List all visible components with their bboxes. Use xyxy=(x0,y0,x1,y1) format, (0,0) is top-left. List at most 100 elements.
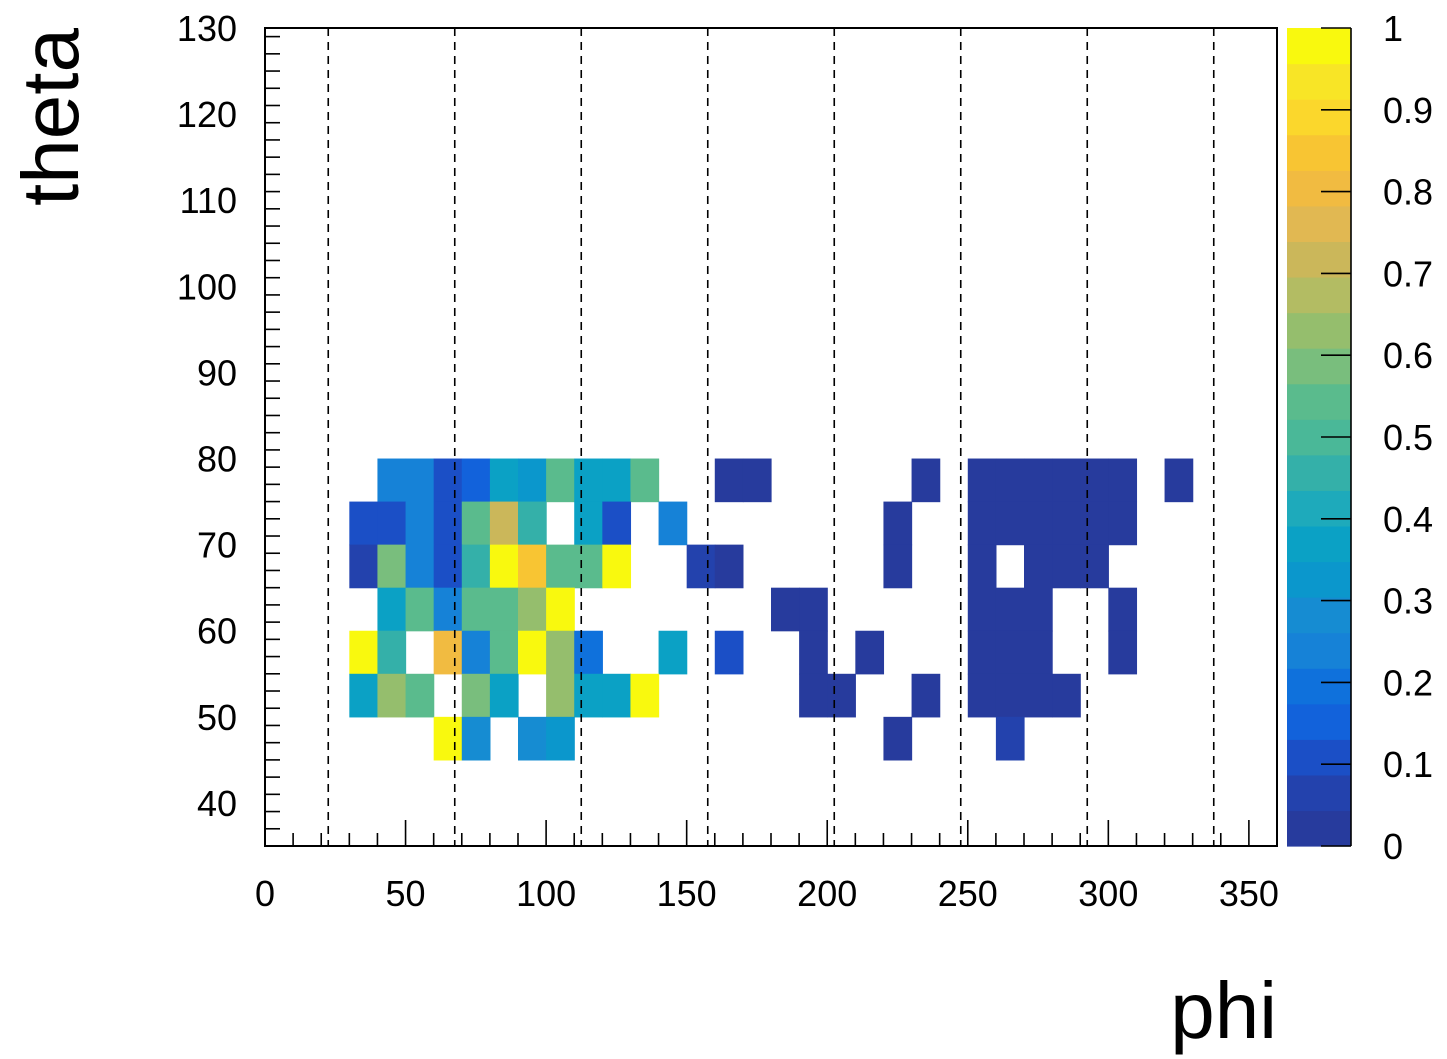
heatmap-cell xyxy=(1052,673,1081,718)
heatmap-cell xyxy=(405,544,435,589)
colorbar-segment xyxy=(1287,668,1351,705)
heatmap-cell xyxy=(967,458,997,503)
colorbar-tick-label: 0 xyxy=(1383,826,1403,867)
heatmap-cell xyxy=(911,458,941,503)
heatmap-cell xyxy=(377,673,407,718)
heatmap-cell xyxy=(349,544,379,589)
y-tick-label: 60 xyxy=(197,611,237,652)
heatmap-cell xyxy=(546,716,575,761)
heatmap-cell xyxy=(574,458,603,503)
colorbar-tick-label: 0.6 xyxy=(1383,335,1433,376)
heatmap-cell xyxy=(433,630,463,675)
heatmap-cell xyxy=(995,630,1025,675)
x-tick-label: 100 xyxy=(516,873,576,914)
heatmap-cell xyxy=(799,673,828,718)
heatmap-cell xyxy=(714,458,744,503)
colorbar-segment xyxy=(1287,383,1351,420)
heatmap-cell xyxy=(405,501,435,546)
heatmap-cell xyxy=(489,458,519,503)
colorbar-segment xyxy=(1287,241,1351,278)
y-tick-label: 50 xyxy=(197,697,237,738)
heatmap-cell xyxy=(433,458,463,503)
heatmap-cell xyxy=(967,673,997,718)
heatmap-cell xyxy=(1052,501,1081,546)
heatmap-cell xyxy=(995,673,1025,718)
heatmap-cell xyxy=(518,458,547,503)
heatmap-cell xyxy=(686,544,716,589)
heatmap-cell xyxy=(602,458,632,503)
heatmap-cell xyxy=(967,630,997,675)
heatmap-cell xyxy=(1024,673,1053,718)
heatmap-cell xyxy=(1024,501,1053,546)
heatmap-cell xyxy=(377,544,407,589)
y-tick-label: 90 xyxy=(197,352,237,393)
heatmap-cell xyxy=(602,501,632,546)
heatmap-cell xyxy=(461,458,491,503)
heatmap-cell xyxy=(1024,587,1053,632)
heatmap-cell xyxy=(546,630,575,675)
heatmap-cell xyxy=(1080,544,1109,589)
x-axis-label: phi xyxy=(1170,966,1277,1055)
heatmap-cell xyxy=(489,501,519,546)
x-tick-label: 350 xyxy=(1219,873,1279,914)
colorbar-segment xyxy=(1287,454,1351,491)
heatmap-cell xyxy=(742,458,772,503)
heatmap-cell xyxy=(546,587,575,632)
heatmap-cell xyxy=(714,544,744,589)
heatmap-cell xyxy=(405,673,435,718)
heatmap-cell xyxy=(518,501,547,546)
heatmap-cell xyxy=(883,501,913,546)
heatmap-cell xyxy=(714,630,744,675)
heatmap-cell xyxy=(967,501,997,546)
heatmap-cell xyxy=(461,587,491,632)
heatmap-cell xyxy=(574,673,603,718)
heatmap-cell xyxy=(995,501,1025,546)
heatmap-cell xyxy=(349,673,379,718)
y-tick-label: 120 xyxy=(177,94,237,135)
heatmap-cell xyxy=(518,716,547,761)
heatmap-cell xyxy=(574,544,603,589)
heatmap-cell xyxy=(489,544,519,589)
y-tick-label: 110 xyxy=(180,180,237,221)
colorbar-tick-label: 0.3 xyxy=(1383,581,1433,622)
heatmap-cell xyxy=(349,630,379,675)
heatmap-cell xyxy=(377,587,407,632)
heatmap-cell xyxy=(461,673,491,718)
x-tick-label: 150 xyxy=(657,873,717,914)
heatmap-cell xyxy=(405,458,435,503)
x-tick-label: 200 xyxy=(797,873,857,914)
heatmap-cell xyxy=(518,544,547,589)
colorbar-segment xyxy=(1287,525,1351,563)
heatmap-cell xyxy=(546,544,575,589)
colorbar-tick-label: 0.7 xyxy=(1383,253,1433,294)
colorbar-tick-label: 0.9 xyxy=(1383,90,1433,131)
heatmap-cells xyxy=(349,458,1194,761)
heatmap-cell xyxy=(658,630,688,675)
colorbar-segment xyxy=(1287,810,1351,847)
colorbar-segment xyxy=(1287,312,1351,349)
heatmap-cell xyxy=(433,501,463,546)
heatmap-cell xyxy=(1052,544,1081,589)
heatmap-cell xyxy=(546,673,575,718)
colorbar-segment xyxy=(1287,561,1351,598)
heatmap-cell xyxy=(461,630,491,675)
colorbar-tick-label: 0.2 xyxy=(1383,662,1433,703)
colorbar-segment xyxy=(1287,205,1351,242)
heatmap-cell xyxy=(1024,458,1053,503)
heatmap-cell xyxy=(911,673,941,718)
plot-frame xyxy=(264,27,1278,847)
heatmap-cell xyxy=(1024,544,1053,589)
heatmap-cell xyxy=(489,630,519,675)
y-tick-label: 80 xyxy=(197,439,237,480)
heatmap-cell xyxy=(1108,630,1138,675)
colorbar-segment xyxy=(1287,28,1351,65)
heatmap-cell xyxy=(1052,458,1081,503)
y-tick-label: 70 xyxy=(197,525,237,566)
heatmap-cell xyxy=(995,458,1025,503)
heatmap-cell xyxy=(855,630,885,675)
colorbar-segment xyxy=(1287,170,1351,207)
colorbar-segment xyxy=(1287,703,1351,740)
heatmap-cell xyxy=(349,501,379,546)
y-tick-label: 130 xyxy=(177,8,237,49)
